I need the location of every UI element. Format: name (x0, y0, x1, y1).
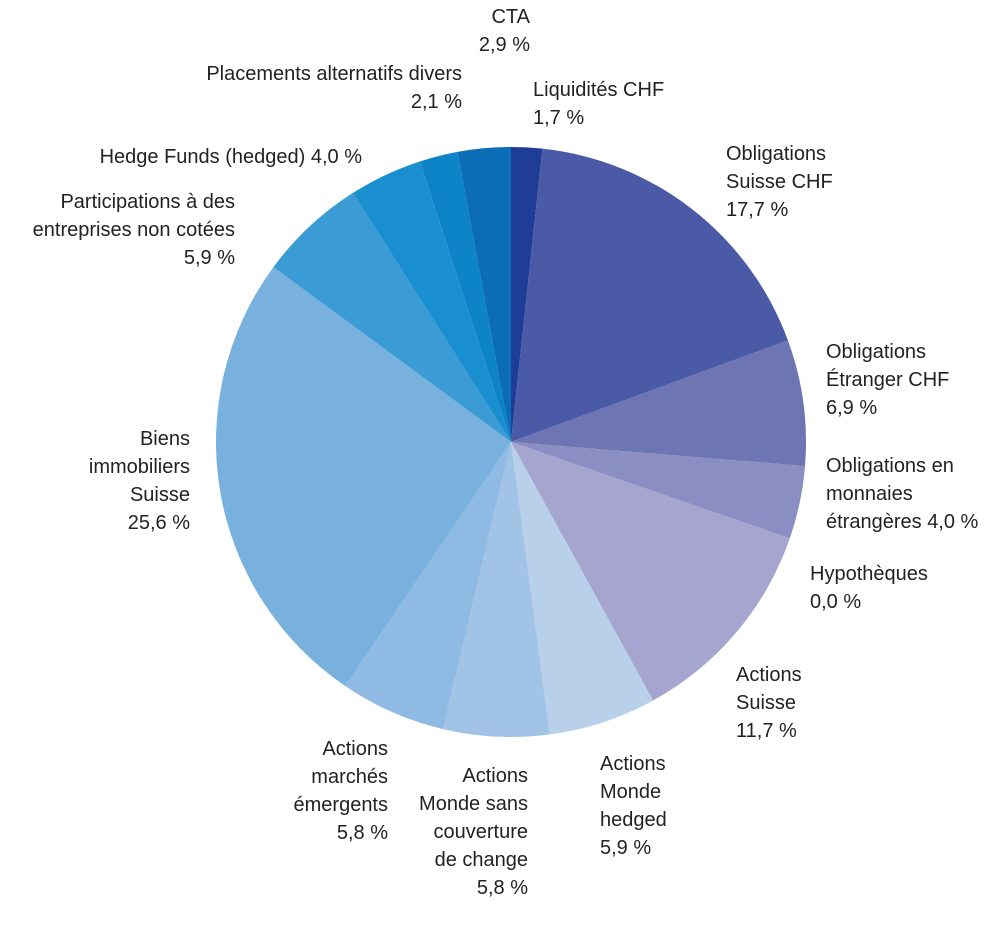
category-name: Obligations Étranger CHF (826, 341, 950, 391)
pie-slice (352, 161, 511, 442)
slice-label: Actions Suisse 11,7 % (736, 661, 826, 745)
value-label: 5,9 % (183, 247, 235, 269)
value-label: 5,8 % (336, 822, 388, 844)
category-name: Participations à des entreprises non cot… (32, 191, 235, 241)
pie-slice (511, 442, 654, 735)
slice-label: Liquidités CHF 1,7 % (533, 76, 713, 132)
slice-label: Actions Monde hedged 5,9 % (600, 750, 695, 862)
category-name: Liquidités CHF (533, 79, 665, 101)
pie-slice (511, 340, 806, 467)
value-label: 25,6 % (127, 512, 190, 534)
pie-slice (215, 267, 512, 686)
category-name: CTA (491, 6, 530, 28)
pie-slice (443, 442, 550, 737)
slice-label: Hypothèques 0,0 % (810, 560, 960, 616)
pie-slice (457, 147, 511, 442)
value-label: 5,8 % (476, 877, 528, 899)
category-name: Actions Monde sans couverture de change (419, 765, 528, 871)
value-label: 0,0 % (810, 591, 862, 613)
value-label: 5,9 % (600, 837, 652, 859)
pie-slice (273, 192, 511, 442)
slice-label: Hedge Funds (hedged) 4,0 % (40, 143, 362, 171)
pie-slice (511, 442, 806, 539)
category-name: Biens immobiliers Suisse (88, 428, 190, 506)
value-label: 1,7 % (533, 107, 585, 129)
pie-slice (511, 147, 543, 442)
pie-slice (345, 442, 511, 730)
value-label: 11,7 % (736, 720, 797, 742)
value-label: 4,0 % (927, 511, 979, 533)
value-label: 2,1 % (410, 91, 462, 113)
slice-label: Placements alternatifs divers 2,1 % (200, 60, 462, 116)
value-label: 6,9 % (826, 397, 878, 419)
slice-label: Obligations Suisse CHF 17,7 % (726, 140, 866, 224)
category-name: Obligations Suisse CHF (726, 143, 833, 193)
slice-label: Actions Monde sans couverture de change … (408, 762, 528, 902)
slice-label: Actions marchés émergents 5,8 % (258, 735, 389, 847)
slice-label: Biens immobiliers Suisse 25,6 % (80, 425, 190, 537)
category-name: Placements alternatifs divers (206, 63, 462, 85)
value-label: 17,7 % (726, 199, 789, 221)
category-name: Actions Suisse (736, 664, 802, 714)
category-name: Actions Monde hedged (600, 753, 667, 831)
value-label: 2,9 % (478, 34, 530, 56)
pie-slice (419, 151, 511, 442)
slice-label: Obligations Étranger CHF 6,9 % (826, 338, 996, 422)
category-name: Actions marchés émergents (293, 738, 389, 816)
pie-slice (511, 148, 788, 442)
slice-label: Obligations en monnaies étrangères 4,0 % (826, 452, 1008, 536)
pie-slice (511, 442, 790, 701)
category-name: Obligations en monnaies étrangères (826, 455, 954, 533)
category-name: Hedge Funds (hedged) (99, 146, 306, 168)
category-name: Hypothèques (810, 563, 928, 585)
slice-label: Participations à des entreprises non cot… (5, 188, 235, 272)
value-label: 4,0 % (310, 146, 362, 168)
slice-label: CTA 2,9 % (430, 3, 530, 59)
